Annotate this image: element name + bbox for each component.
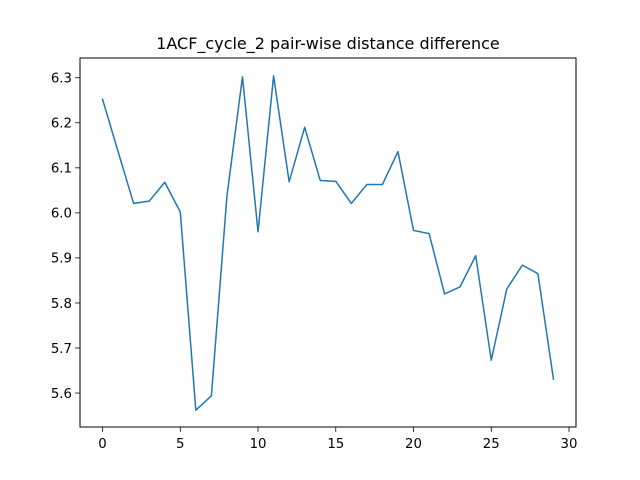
chart-title: 1ACF_cycle_2 pair-wise distance differen…: [156, 34, 500, 54]
y-tick-label: 5.9: [51, 252, 72, 267]
data-point: [195, 409, 197, 411]
data-point: [288, 181, 290, 183]
data-point: [490, 359, 492, 361]
data-point: [226, 195, 228, 197]
y-tick-label: 6.1: [51, 162, 72, 177]
x-tick-label: 5: [176, 437, 184, 452]
data-point: [117, 151, 119, 153]
axes-frame: [79, 57, 577, 428]
y-tick-label: 5.7: [51, 342, 72, 357]
data-point: [506, 288, 508, 290]
x-tick-label: 0: [98, 437, 106, 452]
data-point: [179, 211, 181, 213]
data-point: [304, 126, 306, 128]
series-line: [101, 75, 555, 411]
data-point: [413, 230, 415, 232]
data-point: [444, 293, 446, 295]
data-point: [382, 184, 384, 186]
y-axis: 5.6 5.7 5.8 5.9 6.0 6.1 6.2 6.3: [51, 72, 80, 402]
data-point: [553, 378, 555, 380]
y-tick-label: 6.3: [51, 72, 72, 87]
data-point: [335, 180, 337, 182]
data-point: [273, 75, 275, 77]
x-axis: 0 5 10 15 20 25 30: [98, 427, 577, 452]
data-point: [459, 286, 461, 288]
x-tick-label: 30: [561, 437, 578, 452]
data-point: [475, 255, 477, 257]
data-point: [521, 264, 523, 266]
x-tick-label: 10: [250, 437, 267, 452]
y-tick-label: 5.6: [51, 387, 72, 402]
data-point: [257, 231, 259, 233]
plot-area: [101, 75, 555, 411]
data-point: [148, 200, 150, 202]
y-tick-label: 6.2: [51, 117, 72, 132]
data-point: [366, 184, 368, 186]
y-tick-label: 5.8: [51, 297, 72, 312]
data-point: [537, 273, 539, 275]
x-tick-label: 15: [327, 437, 344, 452]
data-point: [397, 151, 399, 153]
data-point: [428, 233, 430, 235]
data-point: [242, 76, 244, 78]
y-tick-label: 6.0: [51, 207, 72, 222]
data-point: [319, 180, 321, 182]
data-point: [164, 181, 166, 183]
data-point: [210, 395, 212, 397]
data-point: [133, 203, 135, 205]
x-tick-label: 20: [405, 437, 422, 452]
data-point: [102, 98, 104, 100]
data-point: [350, 203, 352, 205]
x-tick-label: 25: [483, 437, 500, 452]
